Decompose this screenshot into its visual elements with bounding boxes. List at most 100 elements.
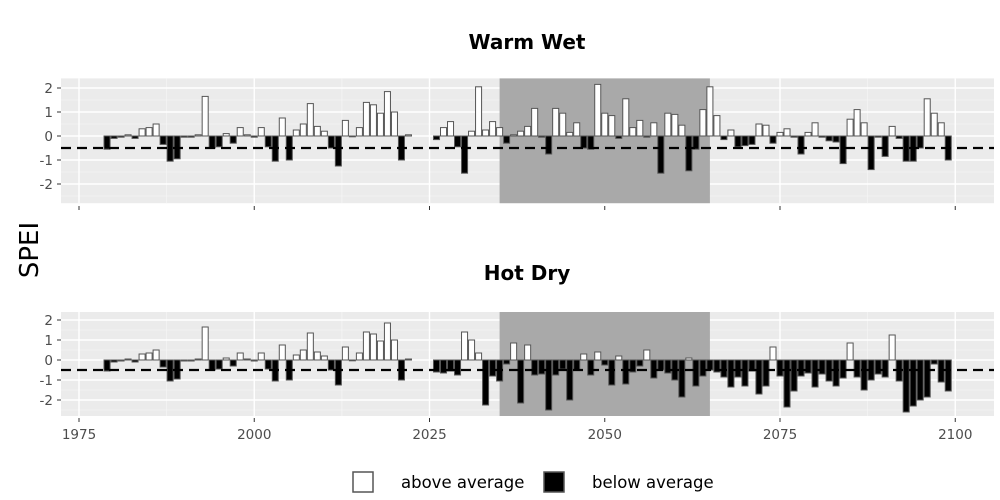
bar-above xyxy=(622,98,630,137)
bar-above xyxy=(278,117,286,137)
bar-below xyxy=(762,359,770,387)
bar-above xyxy=(362,331,370,361)
y-tick-label: 1 xyxy=(44,105,53,121)
bar-above xyxy=(124,134,132,137)
panel-hot-dry: Hot Dry 2 1 0 -1 -2 xyxy=(40,261,994,422)
bar-above xyxy=(257,127,265,137)
bar-above xyxy=(440,127,448,137)
bar-above xyxy=(404,134,412,137)
bar-below xyxy=(432,359,441,373)
bar-above xyxy=(489,121,497,137)
bar-above xyxy=(383,322,391,361)
bar-below xyxy=(727,359,735,388)
bar-below xyxy=(874,135,882,138)
bar-above xyxy=(390,339,398,361)
bar-above xyxy=(222,357,230,361)
bar-above xyxy=(727,129,735,137)
bar-above xyxy=(650,122,658,137)
bar-below xyxy=(432,135,441,141)
bar-below xyxy=(615,135,623,139)
bar-above xyxy=(341,119,349,137)
bar-below xyxy=(545,359,553,411)
bar-below xyxy=(818,135,826,138)
bar-above xyxy=(243,134,251,137)
x-tick-label: 2100 xyxy=(938,427,972,443)
bar-above xyxy=(608,115,616,137)
bar-above xyxy=(594,351,602,361)
legend-swatch-below xyxy=(543,471,565,493)
bar-below xyxy=(166,135,174,162)
bar-below xyxy=(440,359,448,374)
x-tick-label: 2075 xyxy=(763,427,797,443)
y-tick-label: 1 xyxy=(44,333,53,349)
bar-above xyxy=(552,107,560,137)
bar-above xyxy=(369,333,377,361)
bar-above xyxy=(369,104,377,137)
bar-below xyxy=(909,359,917,407)
bar-above xyxy=(615,355,623,361)
bar-above xyxy=(124,358,132,361)
bar-below xyxy=(334,359,342,386)
bar-below xyxy=(930,359,938,365)
bar-below xyxy=(874,359,882,375)
bar-above xyxy=(811,122,819,137)
bar-below xyxy=(250,135,258,138)
bar-below xyxy=(783,359,791,408)
bar-above xyxy=(853,109,861,137)
bar-below xyxy=(117,359,125,362)
x-tick-label: 1975 xyxy=(62,427,96,443)
bar-above xyxy=(783,128,791,137)
bar-above xyxy=(299,123,307,137)
bar-below xyxy=(741,359,749,387)
y-tick-label: 0 xyxy=(44,353,53,369)
bar-below xyxy=(327,135,335,149)
bar-above xyxy=(573,122,581,137)
y-tick-label: -2 xyxy=(40,177,53,193)
bar-below xyxy=(825,135,833,142)
legend-label-above: above average xyxy=(401,473,524,492)
panel-title: Hot Dry xyxy=(484,261,571,285)
bar-above xyxy=(390,111,398,137)
bar-below xyxy=(895,135,903,139)
bar-below xyxy=(503,359,511,365)
highlight-period xyxy=(499,78,710,204)
bar-below xyxy=(720,135,728,141)
panel-title: Warm Wet xyxy=(469,30,586,54)
bar-above xyxy=(355,127,363,137)
y-tick-label: -1 xyxy=(40,373,53,389)
bar-above xyxy=(138,128,146,137)
bar-above xyxy=(629,127,637,137)
bar-above xyxy=(559,112,567,137)
bar-below xyxy=(720,359,728,378)
bar-above xyxy=(510,342,518,361)
bar-above xyxy=(930,112,938,137)
bar-above xyxy=(145,127,153,137)
bar-above xyxy=(306,332,314,361)
bar-below xyxy=(692,135,700,150)
bar-below xyxy=(503,135,511,144)
bar-below xyxy=(454,135,462,148)
bar-above xyxy=(292,354,300,361)
bar-above xyxy=(257,352,265,361)
bar-below xyxy=(734,135,742,148)
bar-above xyxy=(664,112,672,137)
bar-below xyxy=(187,135,195,138)
bar-below xyxy=(608,359,616,386)
bar-above xyxy=(194,358,202,361)
y-axis-label: SPEI xyxy=(15,222,45,278)
bar-above xyxy=(292,129,300,137)
bar-above xyxy=(404,358,412,361)
bar-above xyxy=(496,127,504,137)
bar-below xyxy=(923,359,931,398)
bar-below xyxy=(159,135,167,145)
bar-above xyxy=(755,123,763,137)
bar-below xyxy=(853,359,861,378)
bar-below xyxy=(103,359,111,372)
bar-above xyxy=(299,349,307,361)
bar-below xyxy=(636,359,644,367)
bar-above xyxy=(566,131,574,137)
bar-above xyxy=(860,122,868,137)
y-tick-label: 0 xyxy=(44,129,53,145)
legend-swatch-above xyxy=(352,471,374,493)
